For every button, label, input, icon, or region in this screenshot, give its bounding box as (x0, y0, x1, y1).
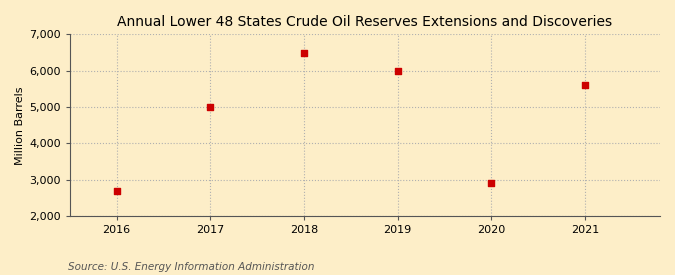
Point (205, 105, 216, 109)
Title: Annual Lower 48 States Crude Oil Reserves Extensions and Discoveries: Annual Lower 48 States Crude Oil Reserve… (117, 15, 612, 29)
Y-axis label: Million Barrels: Million Barrels (15, 86, 25, 164)
Point (298, 50, 309, 55)
Point (486, 181, 497, 186)
Text: Source: U.S. Energy Information Administration: Source: U.S. Energy Information Administ… (68, 262, 314, 272)
Point (580, 83, 591, 87)
Point (392, 68, 403, 73)
Point (111, 189, 122, 193)
